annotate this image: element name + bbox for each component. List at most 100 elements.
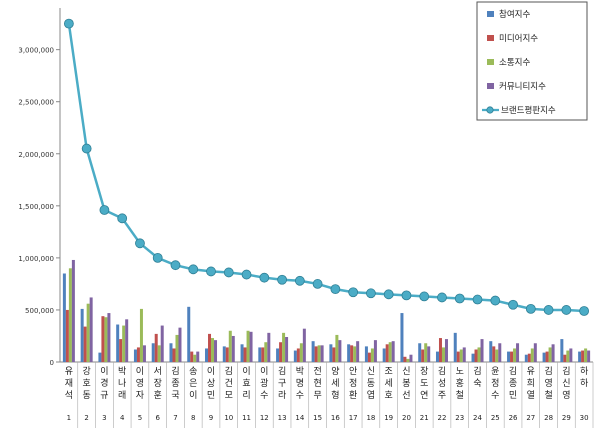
legend-swatch xyxy=(487,35,494,41)
category-rank: 3 xyxy=(102,414,106,422)
bar-2-13 xyxy=(279,342,283,362)
bar-1-3 xyxy=(98,352,102,362)
reputation-point-30 xyxy=(579,306,590,316)
category-label-char: 호 xyxy=(385,390,393,401)
category-rank: 28 xyxy=(544,414,553,422)
bar-1-8 xyxy=(187,306,191,362)
bar-2-4 xyxy=(119,339,123,362)
bar-1-20 xyxy=(400,313,404,362)
bar-2-2 xyxy=(83,326,87,362)
category-label-char: 이 xyxy=(136,366,144,377)
category-label-char: 신 xyxy=(562,378,570,389)
category-rank: 24 xyxy=(473,414,482,422)
category-label-char: 세 xyxy=(331,378,339,389)
category-label-char: 송 xyxy=(189,366,197,377)
category-label-char: 장 xyxy=(154,378,162,389)
reputation-point-15 xyxy=(312,279,323,289)
category-label-char: 열 xyxy=(527,390,535,401)
bar-4-18 xyxy=(373,340,377,362)
category-label-char: 서 xyxy=(154,366,162,377)
bar-3-14 xyxy=(299,343,303,362)
category-label-char: 형 xyxy=(331,390,339,401)
bar-3-29 xyxy=(566,350,570,362)
category-label-char: 김 xyxy=(509,365,517,377)
bar-1-9 xyxy=(205,348,209,362)
category-label-char: 광 xyxy=(260,377,268,389)
bar-3-18 xyxy=(370,348,374,362)
category-label-char: 박 xyxy=(118,366,126,377)
bar-1-10 xyxy=(222,346,226,362)
bar-4-20 xyxy=(409,354,413,362)
bar-1-22 xyxy=(435,351,439,362)
category-label-char: 민 xyxy=(207,390,215,401)
reputation-point-19 xyxy=(383,289,394,300)
category-label-char: 민 xyxy=(509,390,517,401)
bar-2-15 xyxy=(314,346,318,362)
category-rank: 7 xyxy=(173,414,177,422)
bar-4-6 xyxy=(160,325,164,362)
category-label-char: 리 xyxy=(242,390,250,401)
category-label-char: 영 xyxy=(136,378,144,389)
bar-1-17 xyxy=(347,344,351,362)
bar-1-30 xyxy=(578,351,582,362)
bar-4-29 xyxy=(569,348,573,362)
category-label-char: 이 xyxy=(100,366,108,377)
legend-line-marker xyxy=(486,106,494,114)
reputation-point-21 xyxy=(419,291,430,302)
reputation-point-25 xyxy=(490,295,501,306)
bar-1-16 xyxy=(329,344,333,362)
category-label-char: 동 xyxy=(367,378,375,389)
category-rank: 18 xyxy=(366,414,375,422)
bar-4-1 xyxy=(71,259,75,362)
category-label-char: 김 xyxy=(278,365,286,377)
bar-4-30 xyxy=(587,350,591,362)
category-label-char: 현 xyxy=(313,378,321,389)
reputation-point-1 xyxy=(63,18,74,29)
category-label-char: 상 xyxy=(207,378,215,389)
bar-3-21 xyxy=(424,343,428,362)
category-rank: 16 xyxy=(331,414,340,422)
category-label-char: 도 xyxy=(420,379,428,389)
y-tick-label: 500,000 xyxy=(25,307,54,315)
category-rank: 5 xyxy=(138,414,142,422)
reputation-point-28 xyxy=(543,305,554,315)
bar-2-12 xyxy=(261,347,265,362)
bar-4-26 xyxy=(516,343,520,362)
category-rank: 12 xyxy=(260,414,269,422)
category-label-char: 라 xyxy=(278,390,287,401)
category-label-char: 주 xyxy=(438,390,446,401)
category-label-char: 하 xyxy=(580,378,589,389)
category-label-char: 국 xyxy=(171,390,179,401)
reputation-point-4 xyxy=(117,213,128,224)
bar-4-19 xyxy=(391,341,395,362)
category-label-char: 희 xyxy=(527,377,535,389)
category-label-char: 성 xyxy=(438,378,446,389)
category-label-char: 영 xyxy=(544,378,552,389)
bar-1-19 xyxy=(382,348,386,362)
category-label-char: 훈 xyxy=(154,389,162,401)
category-rank: 8 xyxy=(191,414,195,422)
category-label-char: 선 xyxy=(402,390,410,401)
reputation-point-5 xyxy=(135,238,145,249)
bar-3-20 xyxy=(406,358,410,362)
y-tick-label: 3,000,000 xyxy=(18,47,54,55)
category-label-char: 모 xyxy=(225,391,233,401)
category-label-char: 은 xyxy=(189,378,197,389)
y-tick-label: 2,500,000 xyxy=(18,99,54,107)
category-label-char: 장 xyxy=(420,366,428,377)
bar-3-15 xyxy=(317,345,321,362)
bar-1-14 xyxy=(293,350,297,362)
category-rank: 1 xyxy=(67,414,71,422)
bar-2-17 xyxy=(350,345,354,362)
category-label-char: 래 xyxy=(118,390,126,401)
reputation-point-26 xyxy=(508,299,518,310)
bar-3-22 xyxy=(441,347,445,362)
bar-2-9 xyxy=(208,333,212,362)
bar-4-24 xyxy=(480,339,484,362)
category-rank: 19 xyxy=(384,414,393,422)
reputation-point-17 xyxy=(348,287,359,298)
bar-3-11 xyxy=(246,330,250,362)
reputation-point-29 xyxy=(561,305,572,315)
category-label-char: 철 xyxy=(544,390,552,401)
